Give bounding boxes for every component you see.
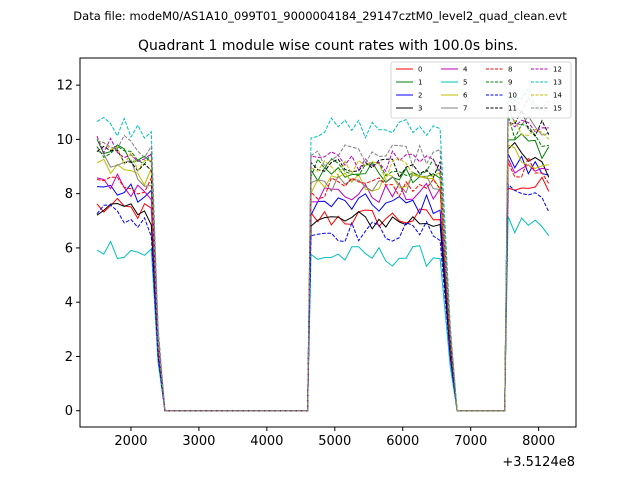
- legend-label-15: 15: [553, 105, 562, 113]
- legend-label-6: 6: [463, 92, 468, 100]
- series-line-9: [96, 115, 549, 412]
- x-offset-label: +3.5124e8: [502, 455, 575, 470]
- y-tick-label: 4: [65, 296, 73, 311]
- legend-label-3: 3: [418, 105, 422, 113]
- y-tick-label: 2: [65, 350, 73, 365]
- plot-frame: [79, 57, 577, 428]
- x-tick-label: 7000: [454, 434, 487, 449]
- y-tick-label: 6: [65, 241, 73, 256]
- legend-label-2: 2: [418, 92, 422, 100]
- legend-label-0: 0: [418, 66, 422, 74]
- plot-lines: [96, 87, 550, 412]
- series-line-11: [96, 108, 550, 412]
- x-tick-label: 4000: [250, 434, 283, 449]
- x-tick-label: 5000: [318, 434, 351, 449]
- legend-label-12: 12: [553, 66, 562, 74]
- x-tick-label: 3000: [182, 434, 215, 449]
- legend-label-7: 7: [463, 105, 467, 113]
- legend-label-13: 13: [553, 79, 562, 87]
- x-tick-label: 8000: [522, 434, 555, 449]
- legend-label-4: 4: [463, 66, 468, 74]
- chart-suptitle: Data file: modeM0/AS1A10_099T01_90000041…: [73, 9, 567, 23]
- series-line-7: [96, 107, 549, 412]
- series-line-15: [96, 95, 549, 412]
- x-tick-label: 6000: [386, 434, 419, 449]
- series-line-8: [96, 156, 550, 412]
- x-tick-label: 2000: [114, 434, 147, 449]
- y-tick-label: 10: [56, 133, 73, 148]
- series-line-6: [96, 144, 549, 412]
- series-line-14: [96, 119, 550, 412]
- legend-label-8: 8: [508, 66, 512, 74]
- legend-label-10: 10: [508, 92, 517, 100]
- series-line-3: [96, 141, 550, 412]
- y-tick-label: 8: [65, 187, 73, 202]
- series-line-1: [96, 133, 550, 412]
- y-tick-label: 0: [65, 404, 73, 419]
- chart-title: Quadrant 1 module wise count rates with …: [138, 38, 518, 54]
- series-line-5: [96, 216, 550, 412]
- series-line-0: [96, 176, 550, 412]
- legend-label-5: 5: [463, 79, 467, 87]
- legend-label-1: 1: [418, 79, 422, 87]
- series-line-4: [96, 158, 549, 412]
- legend-label-9: 9: [508, 79, 512, 87]
- series-line-12: [96, 119, 549, 412]
- series-line-13: [96, 87, 550, 412]
- legend-label-11: 11: [508, 105, 517, 113]
- legend-label-14: 14: [553, 92, 562, 100]
- y-tick-label: 12: [56, 79, 73, 94]
- legend-box: [390, 61, 572, 119]
